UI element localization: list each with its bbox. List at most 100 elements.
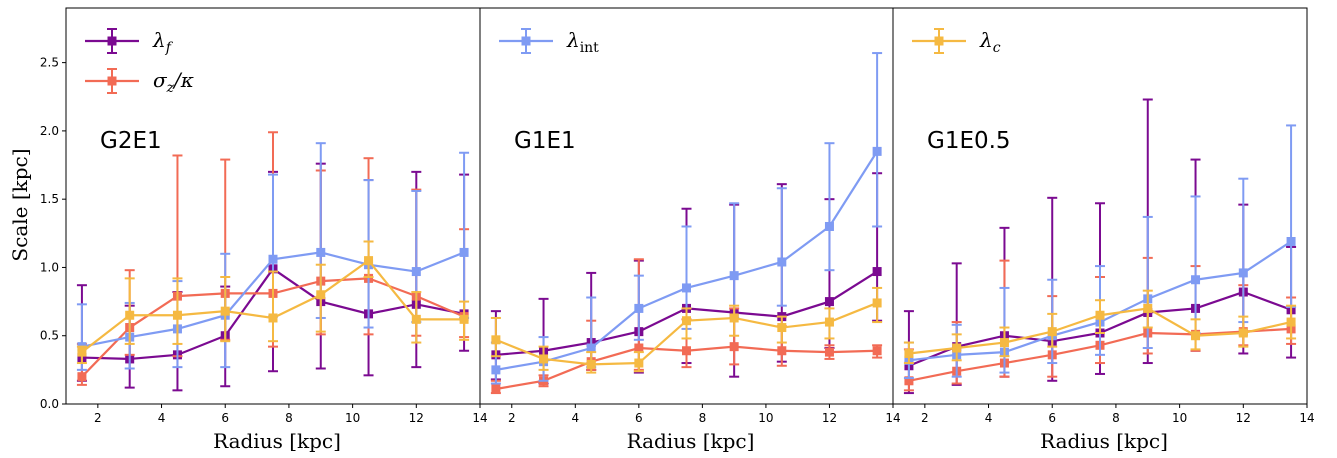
legend: λint [499,28,599,56]
data-point [459,247,469,257]
legend-entry-f: λf [85,28,174,56]
legend-entry-int: λint [499,28,599,56]
y-tick-label: 1.0 [40,260,59,274]
data-point [1286,237,1296,247]
series-c [490,286,883,374]
data-point [411,267,421,277]
x-tick-label: 4 [571,411,579,425]
panel-label: G2E1 [100,128,162,154]
data-point [634,343,644,353]
data-point [952,343,962,353]
panel-label: G1E1 [514,128,576,154]
data-point [1191,275,1201,285]
legend-marker [107,76,117,86]
data-point [999,338,1009,348]
data-point [777,257,787,267]
data-point [682,346,691,356]
data-point [268,254,278,264]
y-tick-label: 0.0 [40,397,59,411]
data-point [172,310,182,320]
data-point [872,346,882,356]
data-point [824,297,834,307]
data-point [872,298,882,308]
x-tick-label: 14 [472,411,487,425]
x-tick-label: 6 [635,411,643,425]
series-c [76,240,470,365]
x-tick-label: 14 [885,411,900,425]
panel-g2e1: 2 4 6 8 10 12 14 0.0 0.5 1.0 1.5 2.0 2.5 Radius [kpc]… [40,7,488,453]
x-tick-label: 10 [1172,411,1187,425]
legend-label-z: σz/κ [153,68,194,96]
data-point [729,271,739,281]
x-tick-label: 4 [158,411,166,425]
data-point [539,354,549,364]
legend: λc [912,28,1001,56]
data-point [491,365,501,375]
data-point [586,359,596,369]
data-point [634,303,644,313]
panel-label: G1E0.5 [927,128,1011,154]
y-tick-label: 2.0 [40,124,59,138]
plot-frame [892,7,1308,405]
x-tick-label: 6 [221,411,229,425]
x-tick-label: 2 [508,411,516,425]
data-point [777,346,787,356]
data-point [459,314,469,324]
y-tick-label: 1.5 [40,192,59,206]
data-point [777,323,787,333]
data-point [491,335,501,345]
x-tick-label: 12 [822,411,837,425]
data-point [872,146,882,156]
data-point [586,343,596,353]
x-axis-label: Radius [kpc] [1040,429,1168,453]
data-point [904,376,914,386]
x-tick-label: 8 [1112,411,1120,425]
x-tick-label: 2 [94,411,102,425]
data-point [729,342,739,352]
x-tick-label: 12 [1236,411,1251,425]
x-tick-label: 10 [345,411,360,425]
legend-label-int: λint [566,28,599,56]
data-point [1238,328,1248,338]
x-tick-label: 12 [409,411,424,425]
data-point [364,256,374,266]
y-tick-label: 0.5 [40,329,59,343]
data-point [1095,310,1105,320]
data-point [1286,317,1296,327]
data-point [1143,303,1153,313]
legend-label-c: λc [979,28,1001,56]
legend-entry-z: σz/κ [85,68,194,96]
data-point [682,283,691,293]
x-tick-label: 14 [1299,411,1314,425]
series-int [490,52,883,385]
y-axis-label: Scale [kpc] [8,148,32,261]
data-point [634,358,644,368]
data-point [220,306,230,316]
data-point [125,310,135,320]
data-point [77,372,87,382]
panel-g1e1: 2 4 6 8 10 12 14 Radius [kpc] G1E1 λint [479,7,901,453]
legend-label-f: λf [152,28,174,56]
data-point [872,267,882,277]
x-tick-label: 8 [699,411,707,425]
data-point [77,347,87,357]
legend-entry-c: λc [912,28,1001,56]
data-point [268,313,278,323]
data-point [824,317,834,327]
x-tick-label: 8 [285,411,293,425]
x-tick-label: 10 [758,411,773,425]
x-tick-label: 6 [1048,411,1056,425]
data-point [316,247,326,257]
data-point [1191,331,1201,341]
data-point [316,290,326,300]
data-point [682,316,691,326]
legend-marker [934,36,944,46]
data-point [824,221,834,231]
legend-marker [107,36,117,46]
data-point [1047,327,1057,337]
series-c [903,289,1297,365]
x-axis-label: Radius [kpc] [627,429,755,453]
panel-g1e05: 2 4 6 8 10 12 14 Radius [kpc] G1E0.5 λc [892,7,1315,453]
data-point [491,384,501,394]
